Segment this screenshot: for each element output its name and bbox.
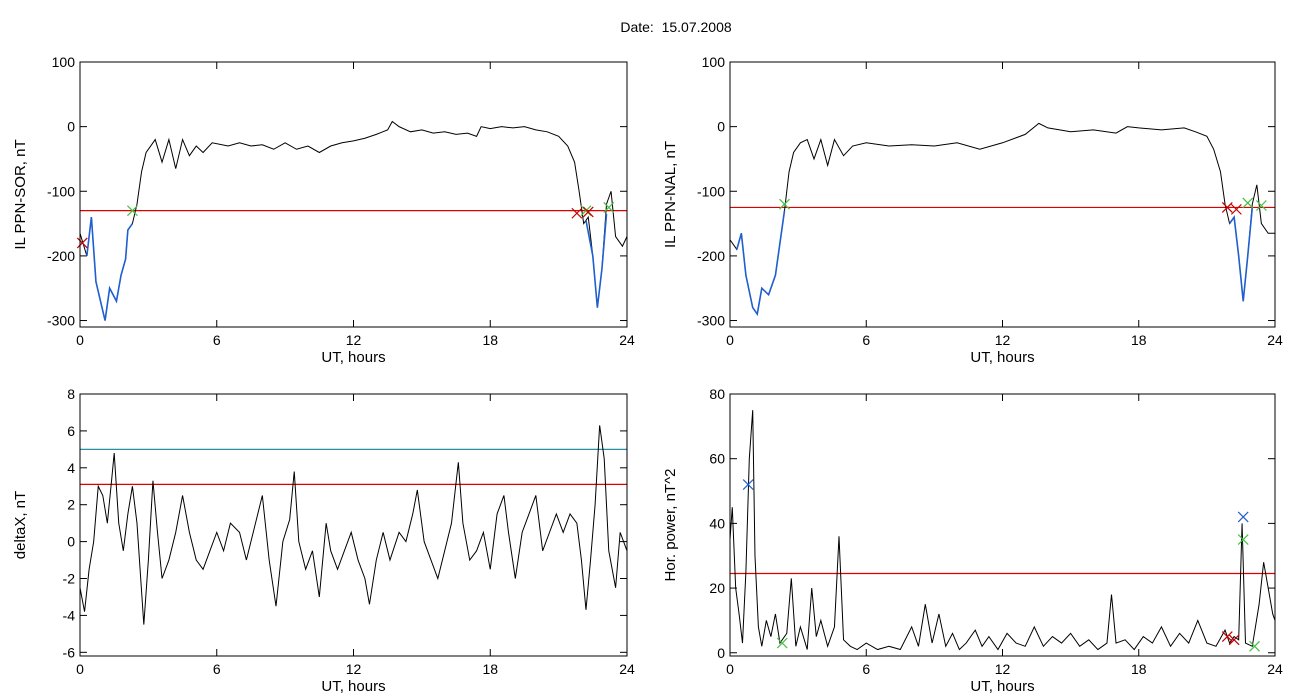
- x-tick-label: 0: [76, 332, 84, 348]
- y-tick-label: 0: [717, 119, 725, 135]
- series-line: [79, 425, 628, 625]
- y-tick-label: 20: [709, 580, 725, 596]
- x-tick-label: 18: [1131, 332, 1147, 348]
- y-axis-label: IL PPN-SOR, nT: [12, 139, 29, 249]
- x-tick-label: 18: [482, 661, 498, 677]
- x-tick-label: 12: [995, 661, 1011, 677]
- event-marker: [1221, 202, 1233, 213]
- y-tick-label: 80: [709, 386, 725, 402]
- plot-frame: [729, 393, 1276, 657]
- series-below-threshold: [585, 213, 608, 308]
- y-axis-label: Hor. power, nT^2: [662, 469, 679, 582]
- series-line: [729, 410, 1276, 651]
- event-marker: [779, 198, 790, 210]
- x-tick-label: 6: [213, 661, 221, 677]
- event-marker: [742, 479, 754, 490]
- x-tick-label: 6: [862, 332, 870, 348]
- x-tick-label: 24: [619, 661, 635, 677]
- x-tick-label: 24: [1267, 661, 1283, 677]
- series-line: [79, 120, 628, 321]
- y-tick-label: 2: [67, 497, 75, 513]
- plot-frame: [729, 61, 1276, 328]
- x-tick-label: 0: [76, 661, 84, 677]
- event-marker: [571, 207, 583, 219]
- event-marker: [1230, 203, 1242, 215]
- y-tick-label: -2: [63, 571, 76, 587]
- event-marker: [582, 206, 594, 218]
- y-tick-label: -300: [697, 313, 725, 329]
- event-marker: [776, 637, 788, 649]
- y-axis-label: deltaX, nT: [12, 491, 29, 559]
- event-marker: [1255, 200, 1267, 211]
- plot-frame: [79, 61, 628, 328]
- x-tick-label: 6: [213, 332, 221, 348]
- series-below-threshold: [736, 210, 786, 317]
- event-marker: [1249, 640, 1260, 652]
- y-tick-label: -300: [47, 313, 75, 329]
- y-tick-label: 8: [67, 386, 75, 402]
- y-tick-label: 4: [67, 460, 75, 476]
- y-tick-label: 60: [709, 451, 725, 467]
- event-marker: [1242, 197, 1254, 209]
- event-marker: [1237, 534, 1249, 545]
- x-axis-label: UT, hours: [321, 678, 385, 695]
- x-axis-label: UT, hours: [321, 349, 385, 366]
- x-axis-label: UT, hours: [970, 678, 1034, 695]
- y-tick-label: 40: [709, 515, 725, 531]
- page-title: Date: 15.07.2008: [620, 19, 732, 35]
- plot-panel-4: 0 6 12 18 24 0 20 40 60 80 UT, hours Hor. power, nT…: [662, 386, 1283, 695]
- y-tick-label: 100: [702, 54, 726, 70]
- plot-panel-2: 0 6 12 18 24 -300 -200 -100 0 100 UT, hours IL PPN-…: [662, 54, 1283, 366]
- event-marker: [580, 205, 592, 217]
- event-marker: [76, 237, 88, 249]
- x-tick-label: 0: [726, 661, 734, 677]
- event-marker: [1221, 631, 1233, 643]
- y-tick-label: 0: [717, 645, 725, 661]
- x-tick-label: 12: [346, 661, 362, 677]
- x-tick-label: 6: [862, 661, 870, 677]
- event-marker: [603, 202, 615, 213]
- y-tick-label: 100: [52, 54, 76, 70]
- y-tick-label: -200: [697, 248, 725, 264]
- series-line: [729, 122, 1275, 316]
- y-tick-label: -200: [47, 248, 75, 264]
- x-tick-label: 12: [995, 332, 1011, 348]
- plot-frame: [79, 393, 628, 657]
- event-marker: [1237, 511, 1249, 523]
- event-marker: [126, 205, 138, 217]
- series-below-threshold: [1228, 207, 1254, 302]
- plot-panel-1: 0 6 12 18 24 -300 -200 -100 0 100 UT, hours IL PPN-…: [12, 54, 635, 366]
- x-tick-label: 18: [1131, 661, 1147, 677]
- y-tick-label: -6: [63, 644, 76, 660]
- x-tick-label: 18: [482, 332, 498, 348]
- y-tick-label: 0: [67, 534, 75, 550]
- y-tick-label: 0: [67, 119, 75, 135]
- y-tick-label: -100: [697, 183, 725, 199]
- event-marker: [1228, 634, 1240, 646]
- y-axis-label: IL PPN-NAL, nT: [662, 141, 679, 248]
- x-tick-label: 24: [619, 332, 635, 348]
- series-below-threshold: [86, 217, 134, 321]
- y-tick-label: 6: [67, 423, 75, 439]
- x-tick-label: 12: [346, 332, 362, 348]
- x-tick-label: 24: [1267, 332, 1283, 348]
- x-axis-label: UT, hours: [970, 349, 1034, 366]
- y-tick-label: -100: [47, 183, 75, 199]
- y-tick-label: -4: [63, 607, 76, 623]
- x-tick-label: 0: [726, 332, 734, 348]
